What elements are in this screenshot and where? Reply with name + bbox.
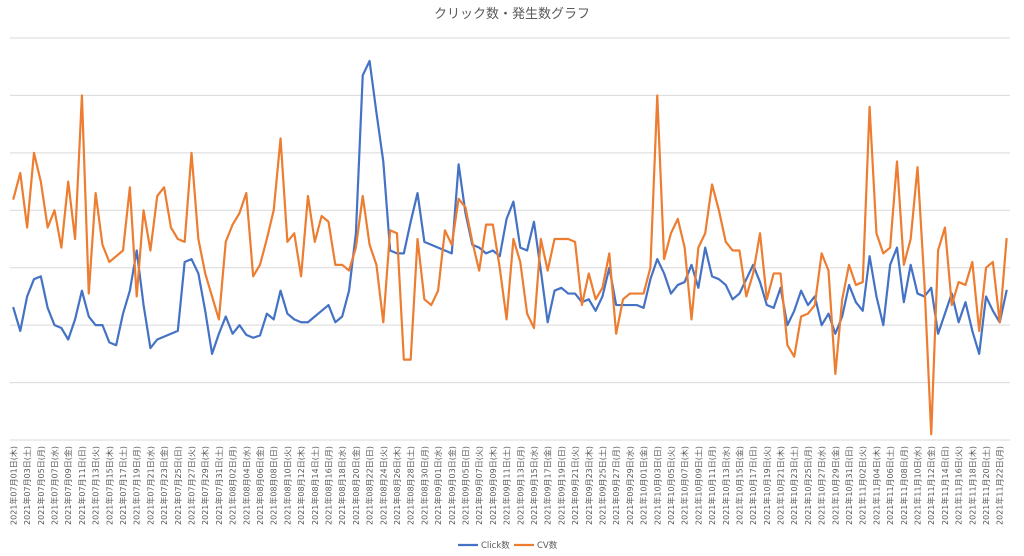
x-tick-label: 2021年08月20日(金) [351, 446, 361, 525]
x-tick-label: 2021年07月09日(金) [63, 446, 73, 525]
x-tick-label: 2021年11月02日(火) [858, 446, 868, 525]
x-tick-label: 2021年09月23日(木) [584, 446, 594, 525]
x-tick-label: 2021年10月25日(月) [803, 446, 813, 525]
x-tick-label: 2021年09月17日(金) [543, 446, 553, 525]
x-tick-label: 2021年11月04日(木) [871, 446, 881, 525]
legend-entry: Click数 [481, 540, 510, 551]
x-tick-label: 2021年11月10日(水) [913, 446, 923, 525]
x-tick-label: 2021年07月13日(火) [91, 446, 101, 525]
x-tick-label: 2021年10月15日(金) [734, 446, 744, 525]
x-tick-label: 2021年10月11日(月) [707, 446, 717, 525]
x-tick-label: 2021年10月05日(火) [666, 446, 676, 525]
x-tick-label: 2021年08月30日(月) [419, 446, 429, 525]
x-tick-label: 2021年10月13日(水) [721, 446, 731, 525]
legend: Click数 CV数 [458, 540, 558, 551]
x-tick-label: 2021年10月23日(土) [789, 446, 799, 525]
x-tick-label: 2021年07月25日(日) [173, 446, 183, 525]
x-axis-tick-labels: 2021年07月01日(木) 2021年07月03日(土) 2021年07月05日(… [8, 446, 1004, 525]
x-tick-label: 2021年08月16日(月) [323, 446, 333, 525]
x-tick-label: 2021年09月19日(日) [556, 446, 566, 525]
x-tick-label: 2021年08月14日(土) [310, 446, 320, 525]
x-tick-label: 2021年09月05日(日) [460, 446, 470, 525]
x-tick-label: 2021年09月25日(土) [597, 446, 607, 525]
x-tick-label: 2021年10月29日(金) [830, 446, 840, 525]
x-tick-label: 2021年08月08日(日) [269, 446, 279, 525]
x-tick-label: 2021年10月17日(日) [748, 446, 758, 525]
x-tick-label: 2021年10月07日(木) [680, 446, 690, 525]
x-tick-label: 2021年09月15日(水) [529, 446, 539, 525]
gridlines [10, 37, 1010, 441]
x-tick-label: 2021年09月27日(月) [611, 446, 621, 525]
series-lines [12, 59, 1008, 436]
x-tick-label: 2021年08月04日(水) [241, 446, 251, 525]
x-tick-label: 2021年07月17日(土) [118, 446, 128, 525]
x-tick-label: 2021年08月10日(火) [282, 446, 292, 525]
x-tick-label: 2021年09月03日(金) [447, 446, 457, 525]
legend-entry: CV数 [537, 540, 558, 551]
x-tick-label: 2021年10月03日(日) [652, 446, 662, 525]
x-tick-label: 2021年10月09日(土) [693, 446, 703, 525]
x-tick-label: 2021年07月03日(土) [22, 446, 32, 525]
x-tick-label: 2021年09月21日(火) [570, 446, 580, 525]
x-tick-label: 2021年09月13日(月) [515, 446, 525, 525]
x-tick-label: 2021年11月08日(月) [899, 446, 909, 525]
x-tick-label: 2021年10月01日(金) [639, 446, 649, 525]
x-tick-label: 2021年08月18日(水) [337, 446, 347, 525]
x-tick-label: 2021年07月07日(水) [50, 446, 60, 525]
x-tick-label: 2021年11月18日(木) [967, 446, 977, 525]
x-tick-label: 2021年07月05日(月) [36, 446, 46, 525]
x-tick-label: 2021年09月01日(水) [433, 446, 443, 525]
x-tick-label: 2021年09月07日(火) [474, 446, 484, 525]
x-tick-label: 2021年07月31日(土) [214, 446, 224, 525]
x-tick-label: 2021年11月06日(土) [885, 446, 895, 525]
x-tick-label: 2021年08月26日(木) [392, 446, 402, 525]
x-tick-label: 2021年10月27日(水) [817, 446, 827, 525]
x-tick-label: 2021年08月12日(木) [296, 446, 306, 525]
x-tick-label: 2021年11月16日(火) [954, 446, 964, 525]
x-tick-label: 2021年09月29日(水) [625, 446, 635, 525]
x-tick-label: 2021年09月11日(土) [502, 446, 512, 525]
x-tick-label: 2021年11月14日(日) [940, 446, 950, 525]
x-tick-label: 2021年07月11日(日) [77, 446, 87, 525]
x-tick-label: 2021年11月12日(金) [926, 446, 936, 525]
x-tick-label: 2021年11月20日(土) [981, 446, 991, 525]
x-tick-label: 2021年07月15日(木) [104, 446, 114, 525]
x-tick-label: 2021年10月19日(火) [762, 446, 772, 525]
x-tick-label: 2021年07月19日(月) [132, 446, 142, 525]
series-line-cv [12, 94, 1008, 436]
x-tick-label: 2021年07月27日(火) [187, 446, 197, 525]
x-tick-label: 2021年07月23日(金) [159, 446, 169, 525]
x-tick-label: 2021年10月31日(日) [844, 446, 854, 525]
x-tick-label: 2021年08月02日(月) [228, 446, 238, 525]
x-tick-label: 2021年08月28日(土) [406, 446, 416, 525]
x-tick-label: 2021年07月01日(木) [8, 446, 18, 525]
x-tick-label: 2021年10月21日(木) [776, 446, 786, 525]
x-tick-label: 2021年08月24日(火) [378, 446, 388, 525]
x-tick-label: 2021年09月09日(木) [488, 446, 498, 525]
x-tick-label: 2021年08月06日(金) [255, 446, 265, 525]
x-tick-label: 2021年11月22日(月) [995, 446, 1005, 525]
chart-title: クリック数・発生数グラフ [434, 7, 590, 22]
x-tick-label: 2021年07月29日(木) [200, 446, 210, 525]
x-tick-label: 2021年08月22日(日) [365, 446, 375, 525]
x-tick-label: 2021年07月21日(水) [145, 446, 155, 525]
